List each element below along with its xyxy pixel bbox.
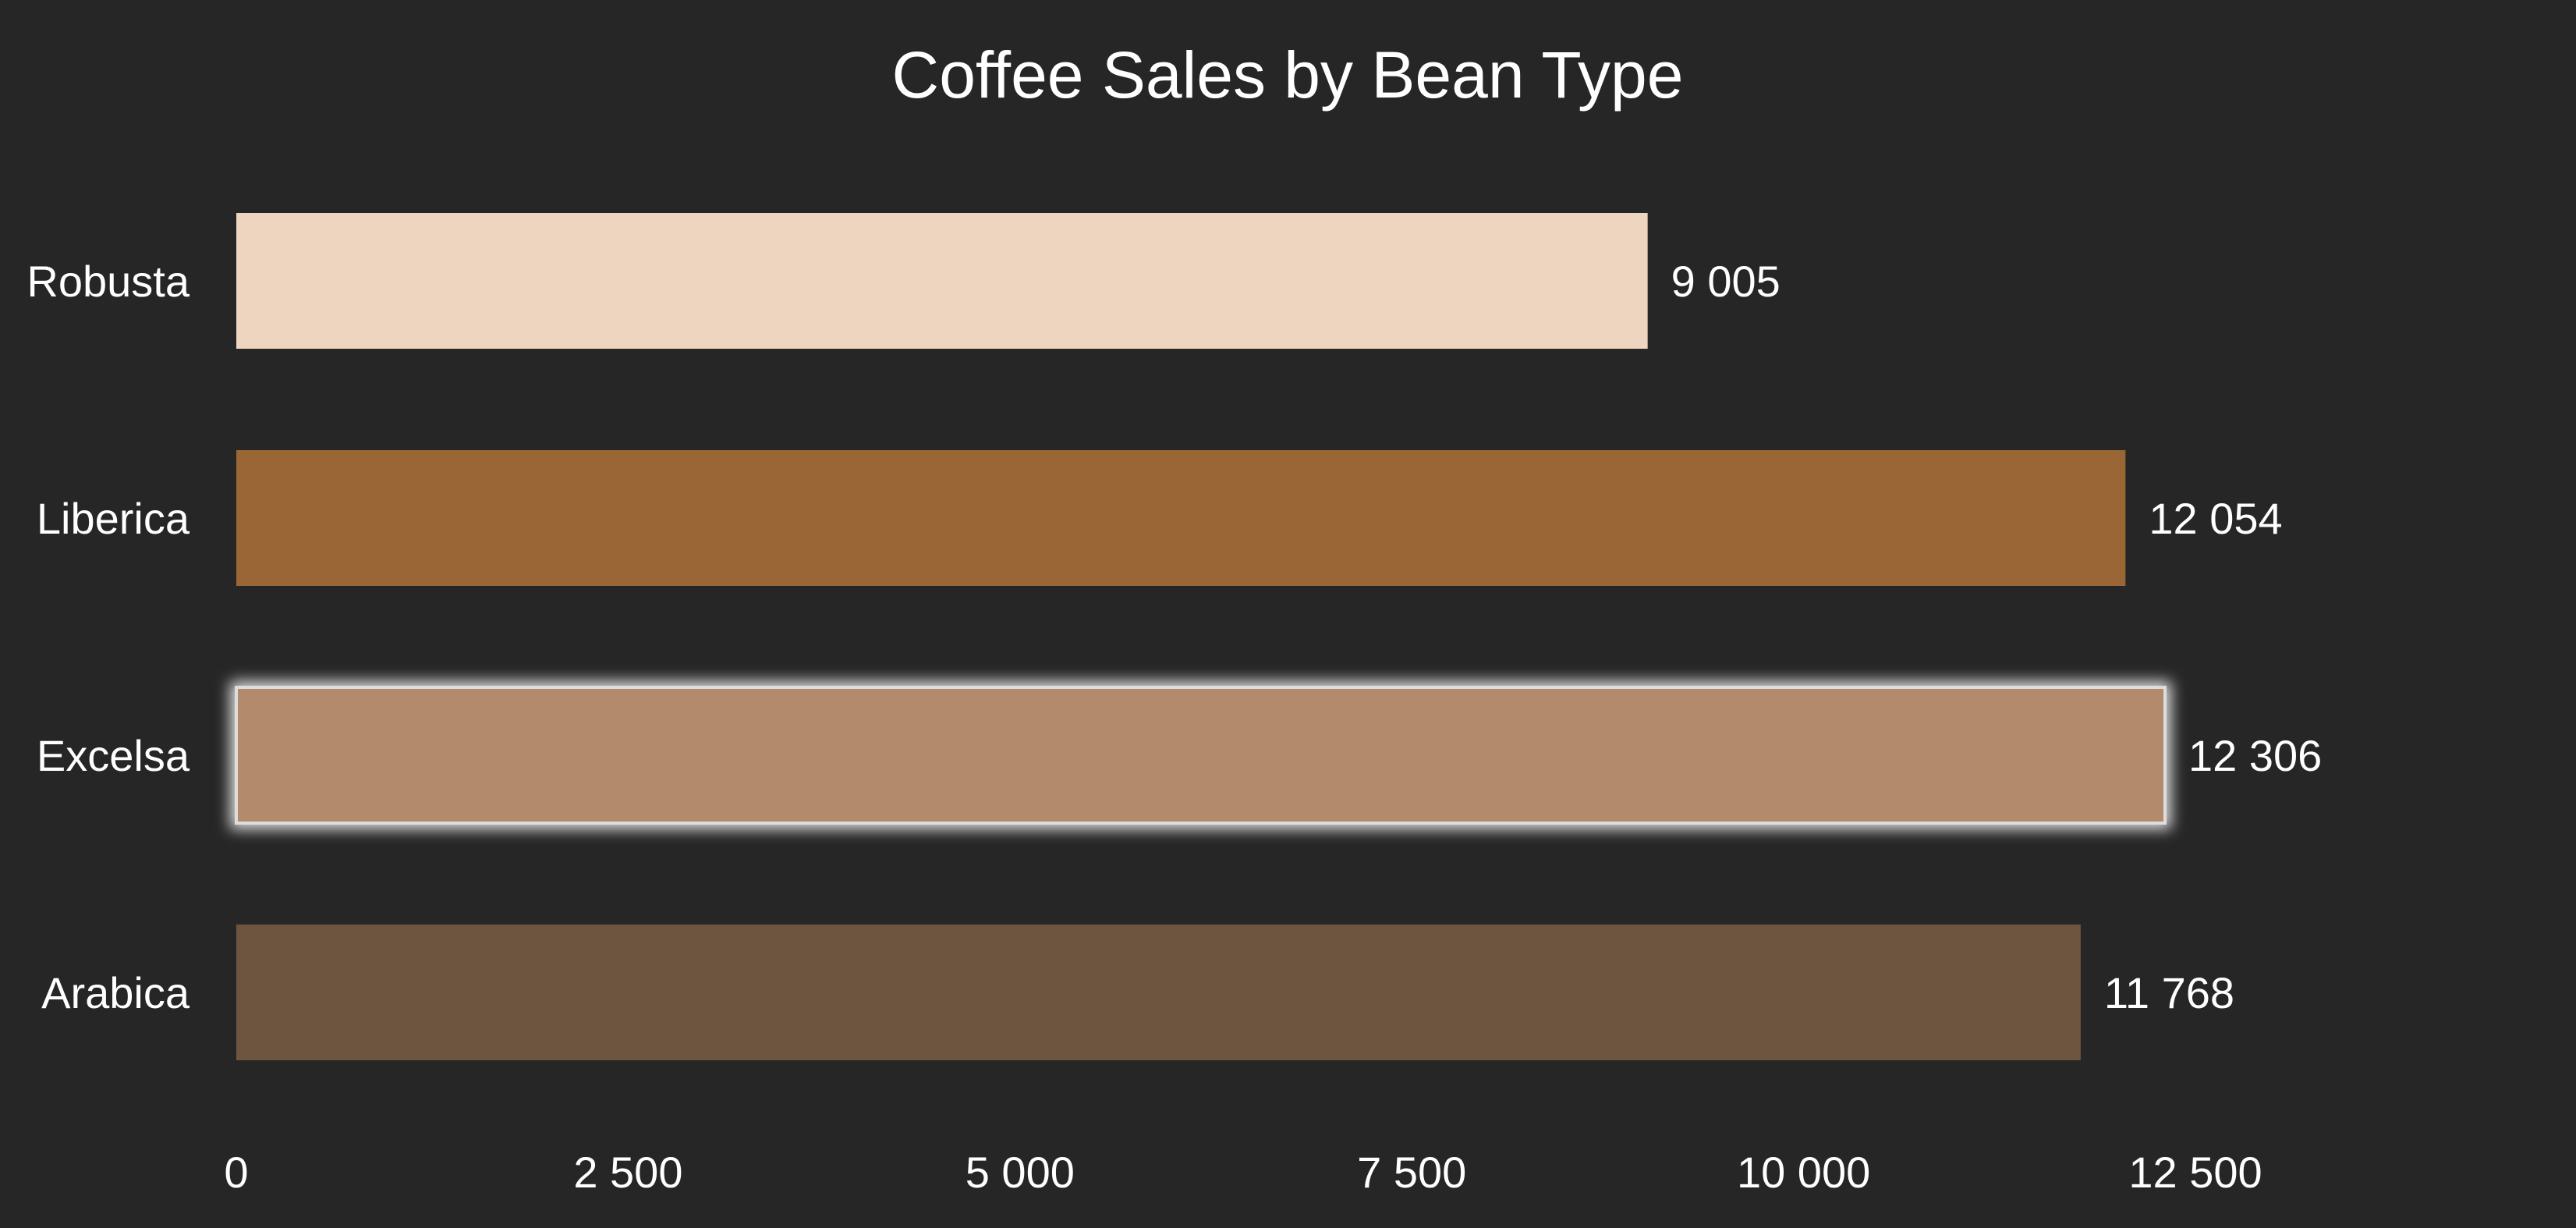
category-label-robusta: Robusta	[27, 257, 190, 306]
bar-robusta	[236, 213, 1648, 349]
x-tick-label: 5 000	[966, 1148, 1075, 1197]
labels-group: Robusta 9 005 Liberica 12 054 Excelsa 12 306 A…	[27, 257, 2322, 1017]
category-label-liberica: Liberica	[37, 494, 190, 543]
x-tick-label: 12 500	[2128, 1148, 2262, 1197]
x-tick-label: 7 500	[1357, 1148, 1466, 1197]
bar-liberica	[236, 450, 2126, 586]
x-axis: 0 2 500 5 000 7 500 10 000 12 500	[224, 1148, 2262, 1197]
data-label-robusta: 9 005	[1671, 257, 1781, 306]
data-label-excelsa: 12 306	[2188, 731, 2322, 780]
data-label-arabica: 11 768	[2104, 968, 2234, 1017]
x-tick-label: 0	[224, 1148, 248, 1197]
chart-title: Coffee Sales by Bean Type	[892, 38, 1684, 112]
data-label-liberica: 12 054	[2149, 494, 2282, 543]
bars-group	[235, 213, 2167, 1060]
x-tick-label: 10 000	[1737, 1148, 1870, 1197]
x-tick-label: 2 500	[573, 1148, 682, 1197]
category-label-excelsa: Excelsa	[37, 731, 190, 780]
bar-excelsa	[235, 686, 2167, 825]
category-label-arabica: Arabica	[41, 968, 190, 1017]
bar-arabica	[236, 925, 2081, 1060]
